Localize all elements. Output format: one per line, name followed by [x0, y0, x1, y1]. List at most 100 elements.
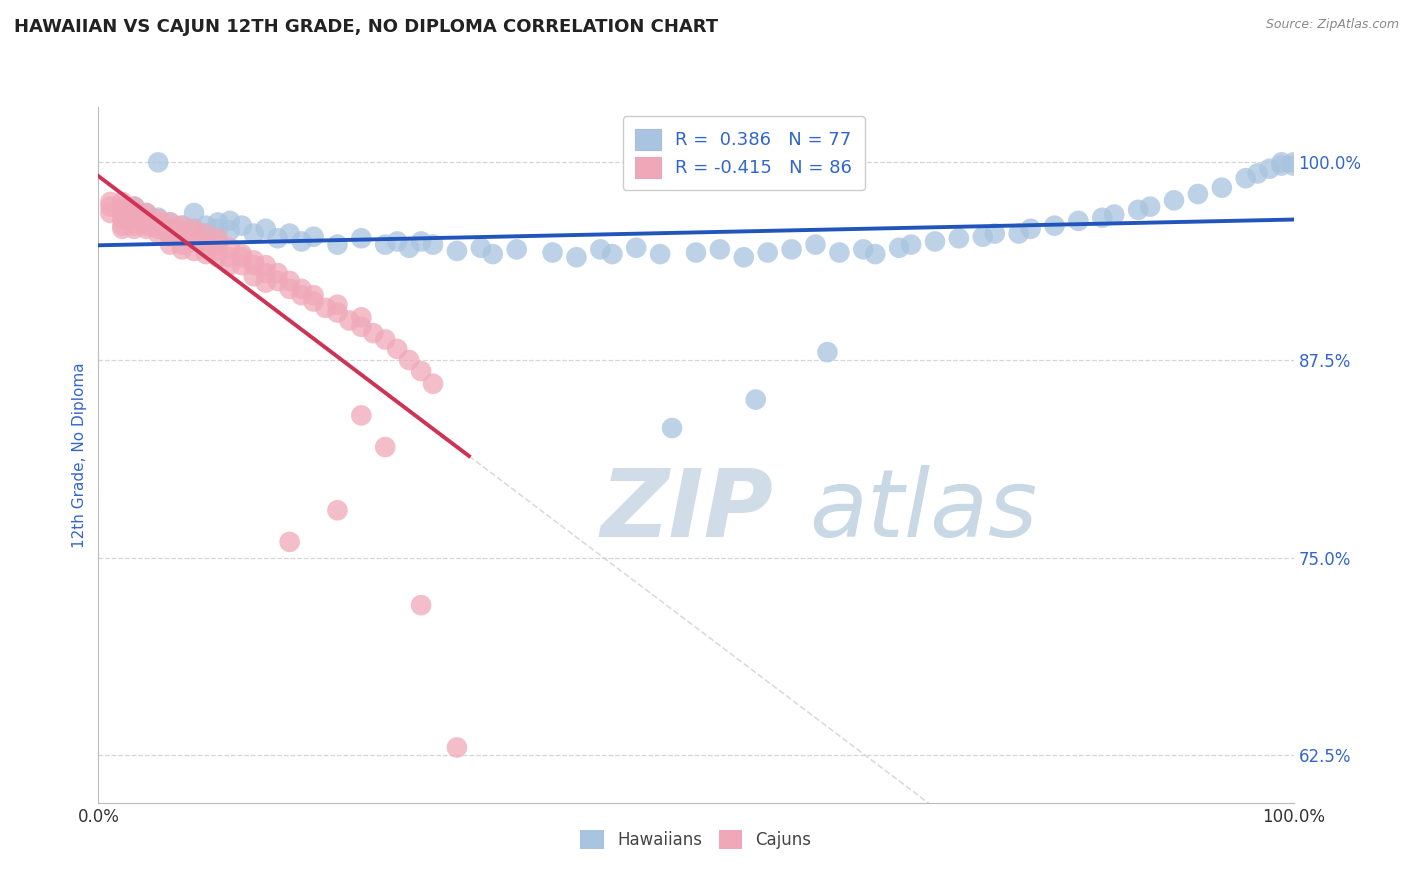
- Point: [111, 206, 134, 220]
- Point: [183, 206, 205, 220]
- Point: [207, 250, 229, 264]
- Point: [1234, 171, 1257, 186]
- Point: [135, 221, 157, 235]
- Point: [626, 241, 648, 255]
- Point: [804, 237, 827, 252]
- Point: [172, 219, 194, 233]
- Point: [1187, 186, 1209, 201]
- Point: [148, 219, 170, 233]
- Point: [183, 221, 205, 235]
- Point: [302, 229, 325, 244]
- Point: [648, 247, 672, 261]
- Point: [172, 227, 194, 241]
- Point: [111, 202, 134, 217]
- Point: [889, 241, 911, 255]
- Point: [183, 221, 205, 235]
- Point: [350, 231, 373, 245]
- Point: [1067, 214, 1090, 228]
- Point: [1008, 227, 1031, 241]
- Point: [111, 219, 134, 233]
- Point: [98, 194, 122, 209]
- Point: [195, 241, 218, 255]
- Point: [148, 221, 170, 235]
- Point: [254, 276, 277, 290]
- Point: [291, 235, 314, 249]
- Point: [207, 215, 229, 229]
- Point: [183, 227, 205, 241]
- Point: [207, 237, 229, 252]
- Point: [195, 227, 218, 241]
- Point: [411, 364, 433, 378]
- Point: [350, 409, 373, 423]
- Point: [243, 269, 266, 284]
- Point: [124, 219, 146, 233]
- Point: [243, 227, 266, 241]
- Point: [470, 241, 492, 255]
- Point: [111, 212, 134, 227]
- Point: [124, 208, 146, 222]
- Point: [446, 244, 468, 258]
- Point: [1258, 161, 1281, 176]
- Point: [278, 534, 301, 549]
- Point: [148, 227, 170, 241]
- Point: [602, 247, 624, 261]
- Point: [148, 155, 170, 169]
- Point: [124, 214, 146, 228]
- Point: [124, 200, 146, 214]
- Text: HAWAIIAN VS CAJUN 12TH GRADE, NO DIPLOMA CORRELATION CHART: HAWAIIAN VS CAJUN 12TH GRADE, NO DIPLOMA…: [14, 18, 718, 36]
- Point: [1139, 200, 1161, 214]
- Point: [541, 245, 564, 260]
- Point: [1163, 194, 1185, 208]
- Point: [172, 223, 194, 237]
- Point: [111, 202, 134, 217]
- Point: [326, 298, 349, 312]
- Point: [948, 231, 970, 245]
- Point: [1271, 155, 1294, 169]
- Point: [172, 229, 194, 244]
- Point: [733, 250, 755, 264]
- Point: [1282, 159, 1305, 173]
- Point: [506, 243, 529, 257]
- Point: [326, 305, 349, 319]
- Point: [111, 221, 134, 235]
- Point: [219, 223, 242, 237]
- Point: [98, 206, 122, 220]
- Point: [900, 237, 922, 252]
- Y-axis label: 12th Grade, No Diploma: 12th Grade, No Diploma: [72, 362, 87, 548]
- Point: [385, 342, 409, 356]
- Point: [565, 250, 588, 264]
- Point: [481, 247, 505, 261]
- Point: [339, 313, 361, 327]
- Point: [780, 243, 803, 257]
- Point: [172, 243, 194, 257]
- Point: [326, 237, 349, 252]
- Point: [207, 221, 229, 235]
- Legend: Hawaiians, Cajuns: Hawaiians, Cajuns: [572, 822, 820, 857]
- Point: [709, 243, 731, 257]
- Point: [159, 221, 181, 235]
- Point: [159, 229, 181, 244]
- Point: [135, 219, 157, 233]
- Point: [422, 237, 444, 252]
- Point: [398, 353, 420, 368]
- Point: [111, 200, 134, 214]
- Text: ZIP: ZIP: [600, 465, 773, 557]
- Point: [350, 319, 373, 334]
- Point: [231, 247, 253, 261]
- Point: [124, 221, 146, 235]
- Point: [385, 235, 409, 249]
- Point: [865, 247, 887, 261]
- Point: [98, 200, 122, 214]
- Point: [815, 345, 838, 359]
- Point: [1019, 221, 1042, 235]
- Point: [1104, 208, 1126, 222]
- Point: [852, 243, 875, 257]
- Point: [278, 227, 301, 241]
- Point: [1128, 202, 1150, 217]
- Point: [148, 212, 170, 227]
- Point: [589, 243, 612, 257]
- Point: [1043, 219, 1066, 233]
- Point: [350, 310, 373, 325]
- Point: [135, 211, 157, 225]
- Point: [207, 244, 229, 258]
